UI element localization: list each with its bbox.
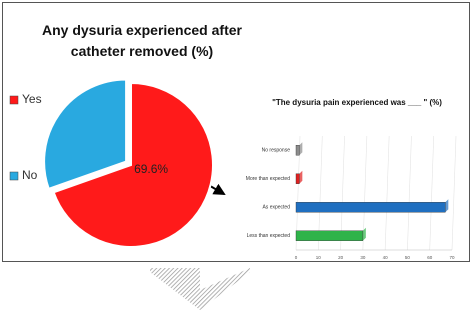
y-tick-label: As expected	[262, 205, 290, 211]
bar-title: "The dysuria pain experienced was ___ " …	[272, 98, 442, 107]
x-tick-label: 40	[383, 255, 389, 260]
x-tick-label: 10	[316, 255, 322, 260]
bar	[295, 230, 364, 241]
x-tick-label: 60	[427, 255, 433, 260]
bar-depth	[299, 142, 303, 156]
bar	[295, 202, 446, 213]
legend-label: Yes	[22, 92, 42, 106]
grid-line	[384, 135, 390, 251]
x-tick-label: 20	[338, 255, 344, 260]
value-label: 69.6%	[134, 162, 168, 176]
pie-title: Any dysuria experienced after catheter r…	[42, 22, 242, 59]
down-chevron	[150, 268, 250, 310]
frame	[2, 2, 470, 262]
bar-depth	[299, 170, 303, 184]
legend-label: No	[22, 168, 38, 182]
grid-line	[407, 135, 412, 251]
y-tick-label: No response	[262, 148, 291, 154]
grid-line	[429, 135, 435, 251]
pie-slice	[52, 81, 214, 248]
x-tick-label: 30	[360, 255, 366, 260]
grid-line	[451, 135, 457, 251]
x-tick-label: 0	[295, 255, 298, 260]
y-tick-label: More than expected	[246, 176, 290, 182]
legend-swatch	[9, 95, 19, 105]
legend-swatch	[9, 171, 19, 181]
bar	[295, 173, 300, 184]
bar-depth	[445, 199, 449, 213]
x-tick-label: 70	[449, 255, 455, 260]
pie-slice	[43, 78, 128, 191]
bar-depth	[362, 227, 366, 241]
bar	[295, 145, 300, 156]
x-tick-label: 50	[405, 255, 411, 260]
y-tick-label: Less than expected	[247, 233, 291, 239]
